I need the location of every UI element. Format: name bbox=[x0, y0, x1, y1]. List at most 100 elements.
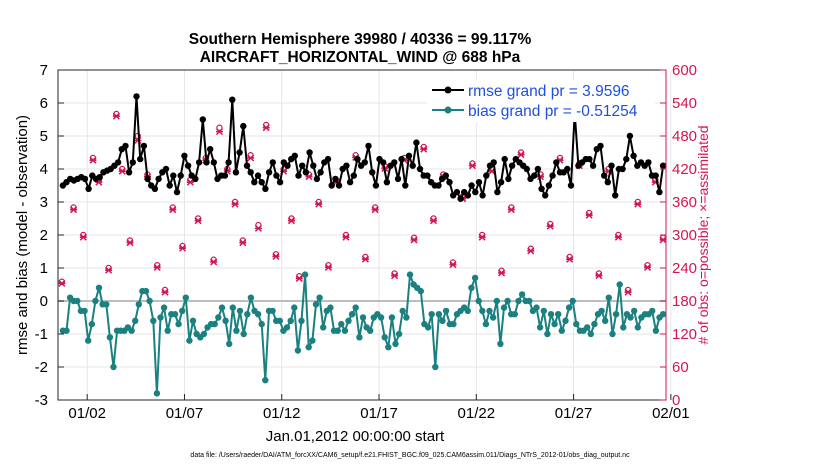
obs-assimilated-marker bbox=[79, 233, 87, 241]
tick-label-left: 0 bbox=[40, 293, 48, 310]
series-point-0 bbox=[243, 162, 251, 169]
series-point-1 bbox=[497, 340, 504, 348]
series-point-0 bbox=[284, 162, 291, 169]
series-point-0 bbox=[137, 155, 144, 163]
series-point-0 bbox=[354, 155, 361, 163]
series-point-1 bbox=[309, 337, 316, 344]
legend-rmse-marker bbox=[444, 86, 452, 94]
series-point-1 bbox=[287, 317, 294, 324]
series-point-1 bbox=[479, 307, 486, 315]
series-point-0 bbox=[549, 172, 556, 179]
series-point-1 bbox=[381, 334, 388, 341]
tick-label-x: 01/22 bbox=[458, 405, 496, 422]
series-point-1 bbox=[403, 314, 410, 321]
series-point-0 bbox=[144, 175, 151, 183]
series-point-0 bbox=[328, 182, 335, 189]
series-point-0 bbox=[361, 159, 368, 166]
series-point-0 bbox=[299, 162, 306, 169]
series-point-1 bbox=[526, 297, 533, 305]
series-point-0 bbox=[313, 175, 321, 183]
series-point-0 bbox=[269, 159, 276, 166]
obs-assimilated-marker bbox=[585, 211, 593, 219]
legend-rmse-label: rmse grand pr = 3.9596 bbox=[468, 83, 630, 100]
tick-label-x: 01/17 bbox=[360, 405, 398, 422]
series-point-1 bbox=[291, 304, 298, 311]
series-point-1 bbox=[377, 314, 385, 321]
series-point-1 bbox=[428, 311, 435, 318]
legend-box bbox=[427, 80, 655, 122]
series-point-0 bbox=[225, 159, 232, 166]
series-point-1 bbox=[327, 304, 334, 311]
series-point-1 bbox=[475, 297, 482, 305]
series-point-1 bbox=[356, 334, 363, 341]
obs-assimilated-marker bbox=[498, 269, 506, 277]
series-point-1 bbox=[518, 291, 526, 298]
series-point-1 bbox=[222, 317, 229, 324]
series-point-0 bbox=[538, 185, 545, 192]
obs-assimilated-marker bbox=[272, 252, 280, 260]
series-point-0 bbox=[457, 195, 464, 202]
series-point-1 bbox=[424, 324, 432, 331]
obs-assimilated-marker bbox=[247, 154, 255, 162]
obs-assimilated-marker bbox=[153, 263, 161, 271]
series-point-0 bbox=[472, 188, 479, 196]
series-point-0 bbox=[464, 192, 472, 199]
series-point-0 bbox=[221, 172, 229, 179]
obs-assimilated-marker bbox=[478, 233, 486, 241]
tick-label-right: 360 bbox=[672, 194, 697, 211]
series-point-1 bbox=[558, 327, 565, 334]
series-point-0 bbox=[567, 182, 575, 189]
series-point-1 bbox=[179, 307, 186, 315]
series-point-1 bbox=[551, 320, 558, 328]
series-point-0 bbox=[630, 152, 637, 159]
tick-label-right: 540 bbox=[672, 95, 697, 112]
series-point-0 bbox=[619, 165, 626, 173]
series-point-0 bbox=[195, 159, 203, 166]
tick-label-x: 01/27 bbox=[555, 405, 593, 422]
series-point-1 bbox=[283, 324, 291, 331]
obs-assimilated-marker bbox=[89, 156, 97, 164]
series-point-0 bbox=[162, 165, 170, 173]
series-point-0 bbox=[210, 159, 217, 166]
obs-assimilated-marker bbox=[614, 233, 622, 241]
series-point-1 bbox=[175, 320, 182, 328]
series-point-0 bbox=[545, 182, 553, 189]
series-point-0 bbox=[232, 169, 240, 176]
series-point-1 bbox=[153, 390, 161, 397]
series-point-0 bbox=[383, 179, 391, 186]
series-point-0 bbox=[413, 139, 420, 146]
tick-label-right: 600 bbox=[672, 62, 697, 79]
series-point-1 bbox=[627, 314, 634, 321]
obs-assimilated-marker bbox=[58, 279, 66, 287]
series-point-1 bbox=[489, 314, 497, 321]
series-point-1 bbox=[395, 330, 403, 338]
obs-assimilated-marker bbox=[643, 263, 652, 271]
series-point-1 bbox=[634, 324, 641, 331]
series-point-0 bbox=[372, 182, 380, 189]
series-point-0 bbox=[291, 152, 298, 159]
series-point-1 bbox=[406, 271, 414, 278]
series-point-1 bbox=[515, 297, 522, 305]
series-point-0 bbox=[140, 142, 148, 150]
series-point-0 bbox=[542, 192, 549, 199]
series-point-0 bbox=[335, 182, 343, 189]
series-point-1 bbox=[211, 320, 218, 328]
series-point-1 bbox=[482, 320, 490, 328]
tick-label-left: 7 bbox=[40, 62, 48, 79]
series-point-1 bbox=[171, 311, 179, 318]
series-point-1 bbox=[146, 297, 153, 305]
series-point-0 bbox=[623, 155, 630, 163]
series-point-0 bbox=[534, 165, 542, 173]
series-point-1 bbox=[439, 317, 446, 324]
tick-label-right: 420 bbox=[672, 161, 697, 178]
series-point-1 bbox=[616, 281, 623, 288]
obs-assimilated-marker bbox=[231, 200, 239, 208]
series-point-0 bbox=[310, 162, 317, 169]
series-point-1 bbox=[81, 307, 88, 315]
series-point-1 bbox=[182, 294, 189, 301]
series-point-1 bbox=[573, 320, 580, 328]
series-point-0 bbox=[258, 179, 265, 186]
series-point-1 bbox=[218, 304, 226, 311]
obs-assimilated-marker bbox=[429, 217, 438, 225]
